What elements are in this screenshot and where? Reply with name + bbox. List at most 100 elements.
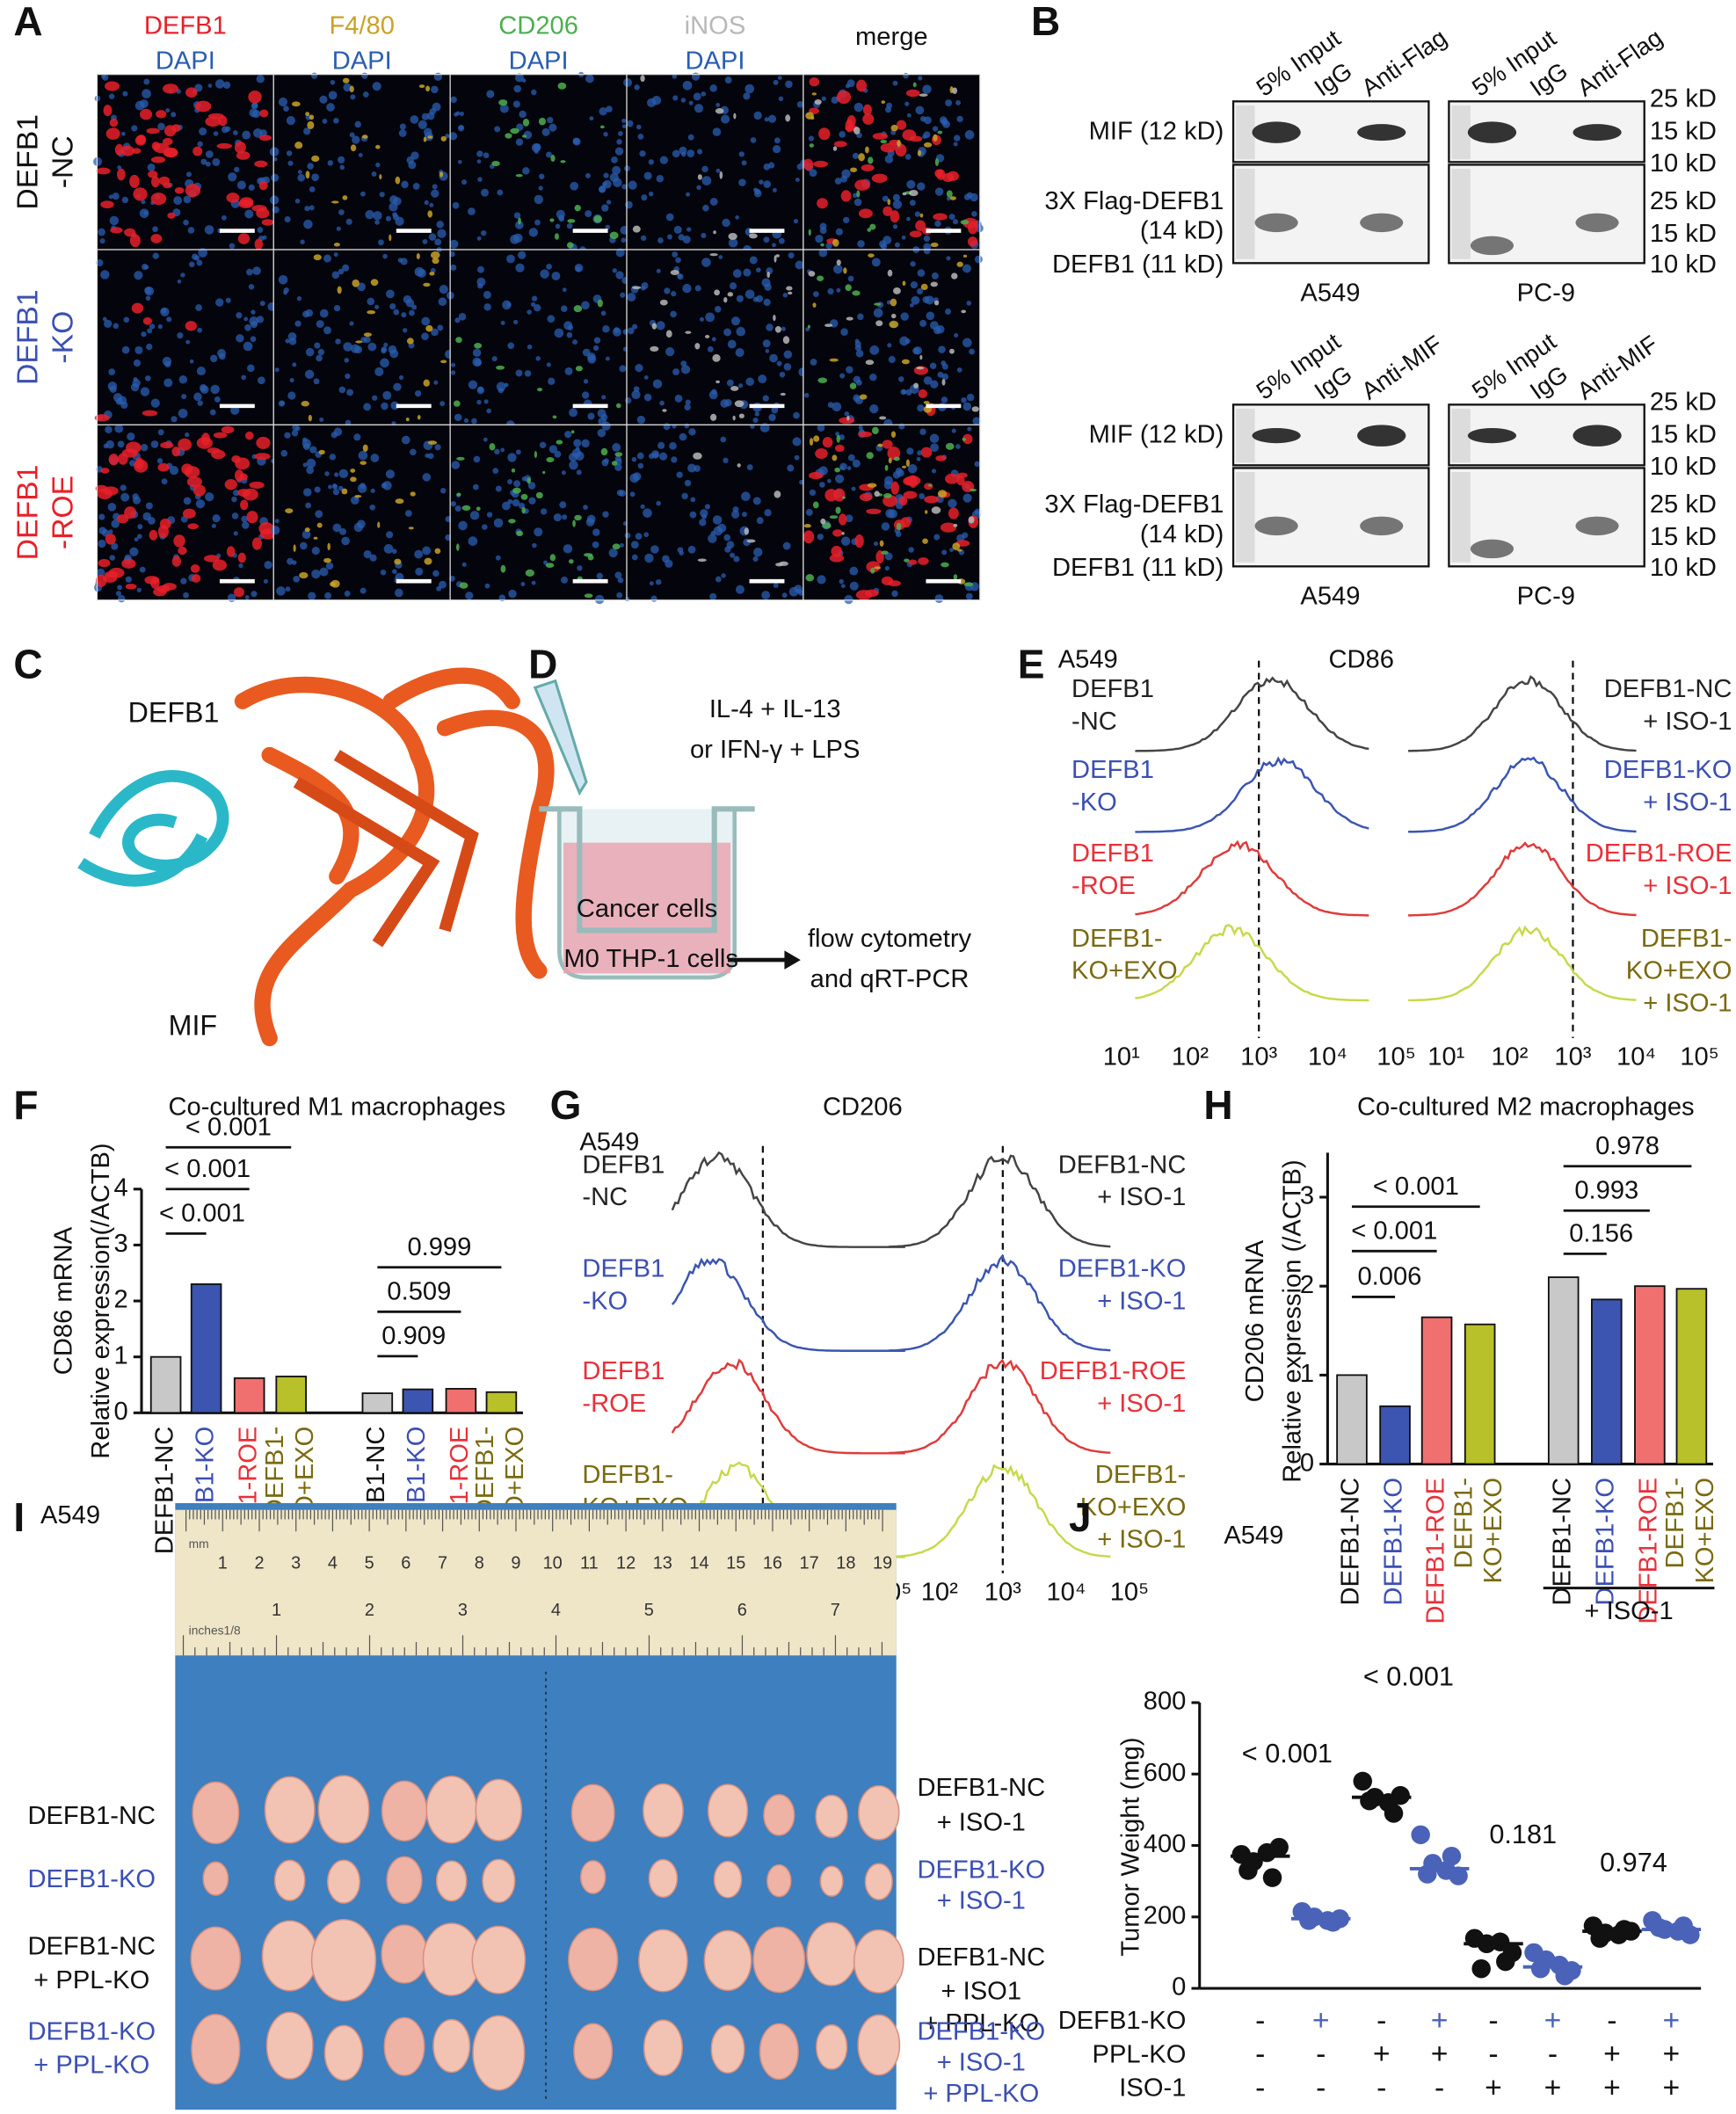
x-tick-label: DEFB1-NC	[150, 1427, 178, 1555]
stain	[840, 190, 852, 202]
tumor	[475, 1778, 523, 1842]
nucleus	[527, 309, 532, 315]
nucleus	[431, 328, 439, 337]
stain	[341, 488, 348, 495]
nucleus	[682, 80, 693, 91]
nucleus	[483, 152, 490, 159]
tumor	[638, 1929, 688, 1993]
micrograph	[800, 72, 984, 251]
stain	[140, 108, 153, 120]
stain	[846, 415, 850, 421]
nucleus	[614, 463, 622, 471]
nucleus	[839, 373, 846, 379]
nucleus	[909, 200, 916, 207]
nucleus	[285, 338, 290, 344]
p-value: < 0.001	[1242, 1739, 1333, 1769]
tumor	[381, 1924, 428, 1984]
nucleus	[831, 96, 839, 105]
nucleus	[585, 172, 591, 178]
factor-level: -	[1607, 2003, 1616, 2037]
stain	[614, 452, 623, 457]
stain	[124, 506, 137, 519]
band-label: 3X Flag-DEFB1	[1044, 187, 1224, 215]
tumor	[707, 1783, 749, 1838]
stain	[710, 413, 717, 421]
nucleus	[113, 323, 120, 330]
insert	[539, 806, 755, 934]
nucleus	[681, 151, 686, 157]
bar	[149, 1355, 182, 1414]
nucleus	[911, 295, 920, 305]
stain	[216, 142, 232, 149]
stain	[908, 559, 918, 565]
nucleus	[554, 450, 562, 458]
tumor	[326, 1859, 361, 1904]
stain	[897, 139, 901, 148]
nucleus	[96, 258, 104, 267]
nucleus	[381, 402, 389, 410]
stain	[474, 342, 483, 349]
nucleus	[120, 492, 130, 502]
factor-level: +	[1544, 2071, 1562, 2104]
band-label: 3X Flag-DEFB1	[1044, 490, 1224, 519]
nucleus	[251, 102, 258, 110]
stain	[948, 507, 959, 519]
nucleus	[512, 498, 520, 507]
stain	[887, 269, 893, 277]
stain	[418, 84, 425, 89]
nucleus	[754, 411, 760, 417]
stain	[833, 141, 847, 148]
nucleus	[107, 503, 117, 512]
stain	[429, 272, 435, 276]
nucleus	[241, 374, 246, 381]
y-axis-label: Relative expression(/ACTB)	[87, 1143, 115, 1458]
stain	[874, 490, 880, 498]
stain	[203, 555, 220, 563]
stain	[159, 518, 171, 529]
nucleus	[228, 172, 237, 182]
panel-letter: B	[1031, 0, 1060, 44]
nucleus	[244, 323, 251, 331]
nucleus	[305, 502, 312, 509]
nucleus	[666, 234, 672, 240]
x-tick-label: 10³	[1554, 1043, 1591, 1072]
nucleus	[974, 255, 983, 264]
nucleus	[955, 444, 961, 449]
nucleus	[922, 84, 932, 94]
nucleus	[302, 488, 312, 497]
stain	[309, 114, 315, 120]
p-value: 0.181	[1489, 1820, 1557, 1849]
nucleus	[601, 395, 607, 400]
stain	[809, 438, 814, 447]
nucleus	[730, 316, 741, 326]
ruler	[175, 1509, 897, 1656]
stain	[896, 120, 907, 130]
nucleus	[391, 548, 397, 554]
nucleus	[458, 313, 467, 321]
nucleus	[562, 514, 568, 520]
nucleus	[257, 227, 264, 233]
nucleus	[564, 431, 572, 439]
p-value: 0.999	[407, 1233, 471, 1261]
bar	[190, 1283, 222, 1414]
nucleus	[805, 508, 813, 516]
nucleus	[735, 585, 745, 594]
nucleus	[185, 339, 191, 345]
nucleus	[732, 269, 742, 279]
nucleus	[291, 429, 299, 437]
nucleus	[457, 160, 462, 164]
band	[1575, 516, 1619, 536]
stain	[866, 508, 882, 515]
stain	[405, 418, 410, 422]
nucleus	[439, 284, 448, 294]
nucleus	[468, 536, 478, 546]
nucleus	[241, 515, 248, 523]
nucleus	[664, 287, 671, 294]
stain	[733, 113, 737, 120]
nucleus	[515, 369, 523, 377]
nucleus	[304, 206, 310, 212]
stain	[313, 536, 318, 540]
nucleus	[548, 445, 557, 454]
x-tick-label: DEFB1-ROE	[1421, 1478, 1449, 1624]
nucleus	[906, 216, 911, 222]
